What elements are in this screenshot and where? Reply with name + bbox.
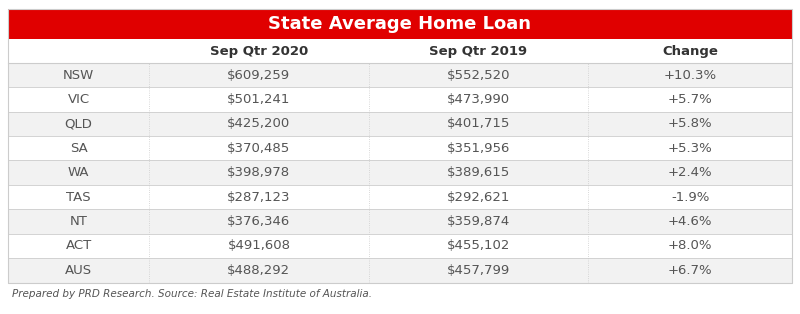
Text: NT: NT bbox=[70, 215, 87, 228]
Text: +6.7%: +6.7% bbox=[668, 264, 712, 277]
FancyBboxPatch shape bbox=[8, 209, 792, 234]
FancyBboxPatch shape bbox=[8, 63, 792, 87]
Text: Sep Qtr 2020: Sep Qtr 2020 bbox=[210, 45, 308, 57]
Text: TAS: TAS bbox=[66, 191, 91, 203]
Text: AUS: AUS bbox=[65, 264, 92, 277]
FancyBboxPatch shape bbox=[8, 185, 792, 209]
FancyBboxPatch shape bbox=[8, 160, 792, 185]
Text: +10.3%: +10.3% bbox=[663, 68, 717, 82]
Text: $351,956: $351,956 bbox=[446, 142, 510, 155]
FancyBboxPatch shape bbox=[8, 234, 792, 258]
Text: $455,102: $455,102 bbox=[446, 240, 510, 252]
Text: $488,292: $488,292 bbox=[227, 264, 290, 277]
Text: $609,259: $609,259 bbox=[227, 68, 290, 82]
Text: Change: Change bbox=[662, 45, 718, 57]
Text: $359,874: $359,874 bbox=[446, 215, 510, 228]
Text: +5.3%: +5.3% bbox=[668, 142, 713, 155]
Text: $473,990: $473,990 bbox=[447, 93, 510, 106]
Text: +8.0%: +8.0% bbox=[668, 240, 712, 252]
Text: $398,978: $398,978 bbox=[227, 166, 290, 179]
FancyBboxPatch shape bbox=[8, 136, 792, 160]
Text: $457,799: $457,799 bbox=[446, 264, 510, 277]
Text: State Average Home Loan: State Average Home Loan bbox=[269, 15, 531, 33]
Text: $552,520: $552,520 bbox=[446, 68, 510, 82]
Text: $491,608: $491,608 bbox=[227, 240, 290, 252]
Text: $425,200: $425,200 bbox=[227, 117, 290, 130]
Text: Prepared by PRD Research. Source: Real Estate Institute of Australia.: Prepared by PRD Research. Source: Real E… bbox=[12, 289, 372, 299]
Text: WA: WA bbox=[68, 166, 90, 179]
Text: $287,123: $287,123 bbox=[227, 191, 290, 203]
Text: $370,485: $370,485 bbox=[227, 142, 290, 155]
FancyBboxPatch shape bbox=[8, 258, 792, 283]
Text: $389,615: $389,615 bbox=[446, 166, 510, 179]
Text: VIC: VIC bbox=[67, 93, 90, 106]
Text: -1.9%: -1.9% bbox=[671, 191, 710, 203]
Text: SA: SA bbox=[70, 142, 87, 155]
Text: +4.6%: +4.6% bbox=[668, 215, 712, 228]
Text: +2.4%: +2.4% bbox=[668, 166, 712, 179]
Text: $401,715: $401,715 bbox=[446, 117, 510, 130]
Text: +5.7%: +5.7% bbox=[668, 93, 713, 106]
FancyBboxPatch shape bbox=[8, 112, 792, 136]
Text: Sep Qtr 2019: Sep Qtr 2019 bbox=[430, 45, 527, 57]
FancyBboxPatch shape bbox=[8, 39, 792, 63]
Text: QLD: QLD bbox=[65, 117, 93, 130]
Text: +5.8%: +5.8% bbox=[668, 117, 712, 130]
FancyBboxPatch shape bbox=[8, 87, 792, 112]
Text: $376,346: $376,346 bbox=[227, 215, 290, 228]
Text: NSW: NSW bbox=[63, 68, 94, 82]
Text: $292,621: $292,621 bbox=[446, 191, 510, 203]
FancyBboxPatch shape bbox=[8, 9, 792, 39]
Text: $501,241: $501,241 bbox=[227, 93, 290, 106]
Text: ACT: ACT bbox=[66, 240, 92, 252]
